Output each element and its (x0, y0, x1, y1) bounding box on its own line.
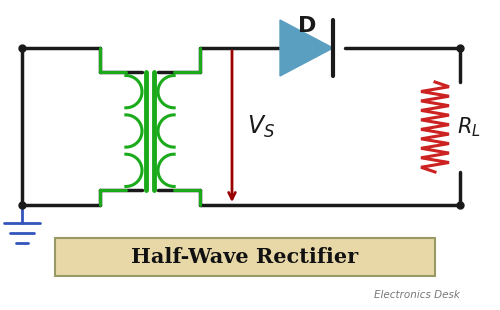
FancyBboxPatch shape (55, 238, 435, 276)
Text: $V_S$: $V_S$ (247, 113, 275, 140)
Text: Electronics Desk: Electronics Desk (374, 290, 460, 300)
Text: D: D (298, 16, 316, 36)
Text: $R_L$: $R_L$ (457, 115, 481, 139)
Text: Half-Wave Rectifier: Half-Wave Rectifier (132, 247, 358, 267)
Polygon shape (280, 20, 333, 76)
